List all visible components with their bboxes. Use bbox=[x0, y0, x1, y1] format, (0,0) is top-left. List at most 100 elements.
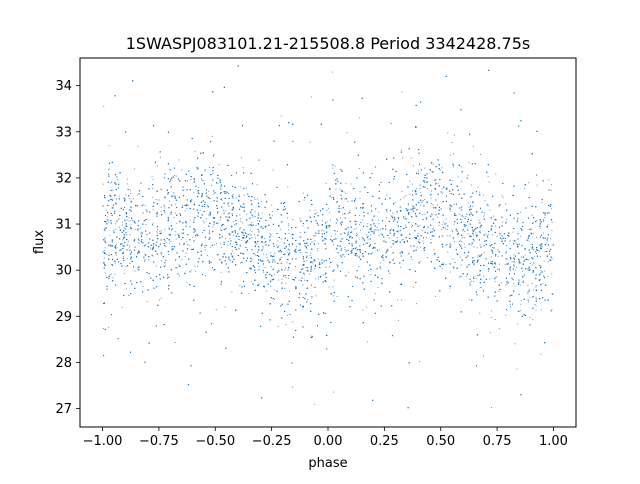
scatter-point bbox=[312, 262, 314, 264]
scatter-point bbox=[213, 223, 215, 225]
scatter-point bbox=[175, 267, 177, 269]
scatter-point bbox=[412, 286, 414, 288]
scatter-point bbox=[227, 213, 229, 215]
scatter-point bbox=[250, 234, 252, 236]
scatter-point bbox=[370, 226, 372, 228]
scatter-point bbox=[370, 274, 372, 276]
scatter-point bbox=[322, 274, 324, 276]
scatter-point bbox=[164, 211, 166, 213]
scatter-point bbox=[458, 276, 460, 278]
scatter-point bbox=[111, 198, 113, 200]
scatter-point bbox=[318, 276, 320, 278]
scatter-point bbox=[540, 309, 542, 311]
scatter-point bbox=[284, 287, 286, 289]
scatter-point bbox=[215, 309, 217, 311]
scatter-point bbox=[454, 241, 456, 243]
scatter-point bbox=[152, 209, 154, 211]
scatter-point bbox=[254, 254, 256, 256]
scatter-point bbox=[240, 157, 242, 159]
scatter-point bbox=[515, 242, 517, 244]
scatter-point bbox=[430, 238, 432, 240]
scatter-point bbox=[323, 239, 325, 241]
scatter-point bbox=[160, 297, 162, 299]
scatter-point bbox=[532, 319, 534, 321]
scatter-point bbox=[102, 327, 104, 329]
scatter-point bbox=[271, 204, 273, 206]
scatter-point bbox=[362, 203, 364, 205]
scatter-point bbox=[114, 262, 116, 264]
scatter-point bbox=[522, 280, 524, 282]
scatter-point bbox=[115, 252, 117, 254]
scatter-point bbox=[252, 216, 254, 218]
scatter-point bbox=[105, 254, 107, 256]
scatter-point bbox=[447, 251, 449, 253]
scatter-point bbox=[264, 237, 266, 239]
scatter-point bbox=[500, 234, 502, 236]
scatter-point bbox=[460, 166, 462, 168]
scatter-point bbox=[127, 240, 129, 242]
scatter-point bbox=[112, 189, 114, 191]
scatter-point bbox=[401, 91, 403, 93]
scatter-point bbox=[220, 271, 222, 273]
scatter-point bbox=[156, 229, 158, 231]
scatter-point bbox=[544, 250, 546, 252]
scatter-point bbox=[417, 170, 419, 172]
scatter-point bbox=[328, 207, 330, 209]
scatter-point bbox=[257, 251, 259, 253]
scatter-point bbox=[427, 257, 429, 259]
scatter-point bbox=[168, 242, 170, 244]
scatter-point bbox=[311, 265, 313, 267]
scatter-point bbox=[262, 249, 264, 251]
scatter-point bbox=[328, 212, 330, 214]
scatter-point bbox=[490, 249, 492, 251]
scatter-point bbox=[178, 236, 180, 238]
scatter-point bbox=[444, 223, 446, 225]
scatter-point bbox=[341, 248, 343, 250]
scatter-point bbox=[468, 207, 470, 209]
scatter-point bbox=[319, 277, 321, 279]
scatter-point bbox=[250, 280, 252, 282]
scatter-point bbox=[145, 224, 147, 225]
scatter-point bbox=[104, 247, 106, 249]
scatter-point bbox=[130, 189, 132, 191]
scatter-point bbox=[104, 240, 106, 242]
scatter-point bbox=[206, 254, 208, 256]
scatter-point bbox=[434, 207, 436, 209]
scatter-point bbox=[279, 228, 281, 230]
scatter-point bbox=[132, 198, 134, 200]
scatter-point bbox=[127, 258, 129, 260]
scatter-point bbox=[491, 234, 493, 236]
scatter-point bbox=[527, 292, 529, 294]
scatter-point bbox=[130, 219, 132, 221]
scatter-point bbox=[180, 239, 182, 241]
scatter-point bbox=[454, 134, 455, 136]
scatter-point bbox=[171, 196, 173, 198]
scatter-point bbox=[547, 276, 549, 278]
scatter-point bbox=[332, 167, 334, 169]
scatter-point bbox=[492, 215, 494, 217]
scatter-point bbox=[540, 272, 542, 274]
scatter-point bbox=[464, 230, 466, 232]
scatter-point bbox=[110, 273, 112, 275]
scatter-point bbox=[167, 273, 169, 275]
scatter-point bbox=[271, 210, 273, 212]
scatter-point bbox=[453, 153, 455, 155]
scatter-point bbox=[180, 232, 182, 234]
scatter-point bbox=[275, 244, 277, 246]
scatter-point bbox=[465, 276, 467, 278]
scatter-point bbox=[186, 241, 188, 243]
scatter-point bbox=[204, 169, 206, 171]
scatter-point bbox=[432, 204, 434, 206]
scatter-point bbox=[463, 236, 465, 238]
scatter-point bbox=[171, 249, 173, 251]
scatter-point bbox=[174, 234, 176, 236]
scatter-point bbox=[221, 199, 223, 201]
scatter-point bbox=[416, 303, 418, 305]
scatter-point bbox=[376, 226, 378, 228]
scatter-point bbox=[467, 233, 469, 235]
scatter-point bbox=[361, 236, 363, 238]
scatter-point bbox=[328, 266, 330, 268]
scatter-point bbox=[262, 247, 264, 249]
scatter-point bbox=[436, 216, 438, 218]
scatter-point bbox=[128, 250, 130, 252]
